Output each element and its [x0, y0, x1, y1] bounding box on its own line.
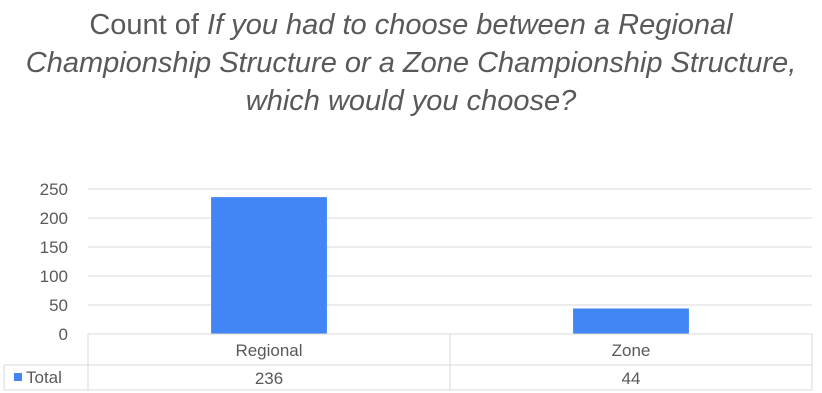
- bar-regional: [211, 197, 327, 334]
- category-label: Zone: [612, 341, 651, 360]
- data-table-value: 44: [622, 369, 641, 388]
- y-tick-label: 50: [49, 296, 68, 315]
- y-tick-label: 200: [40, 209, 68, 228]
- bar-zone: [573, 308, 689, 334]
- y-tick-label: 100: [40, 267, 68, 286]
- y-tick-label: 250: [40, 180, 68, 199]
- legend-key-total: [14, 373, 22, 381]
- y-tick-label: 150: [40, 238, 68, 257]
- y-tick-label: 0: [59, 325, 68, 344]
- data-table-value: 236: [255, 369, 283, 388]
- chart-title-question: If you had to choose between a Regional …: [25, 9, 797, 117]
- chart-title: Count of If you had to choose between a …: [0, 6, 822, 120]
- chart-title-prefix: Count of: [89, 9, 208, 41]
- category-label: Regional: [235, 341, 302, 360]
- legend-label-total: Total: [26, 368, 62, 387]
